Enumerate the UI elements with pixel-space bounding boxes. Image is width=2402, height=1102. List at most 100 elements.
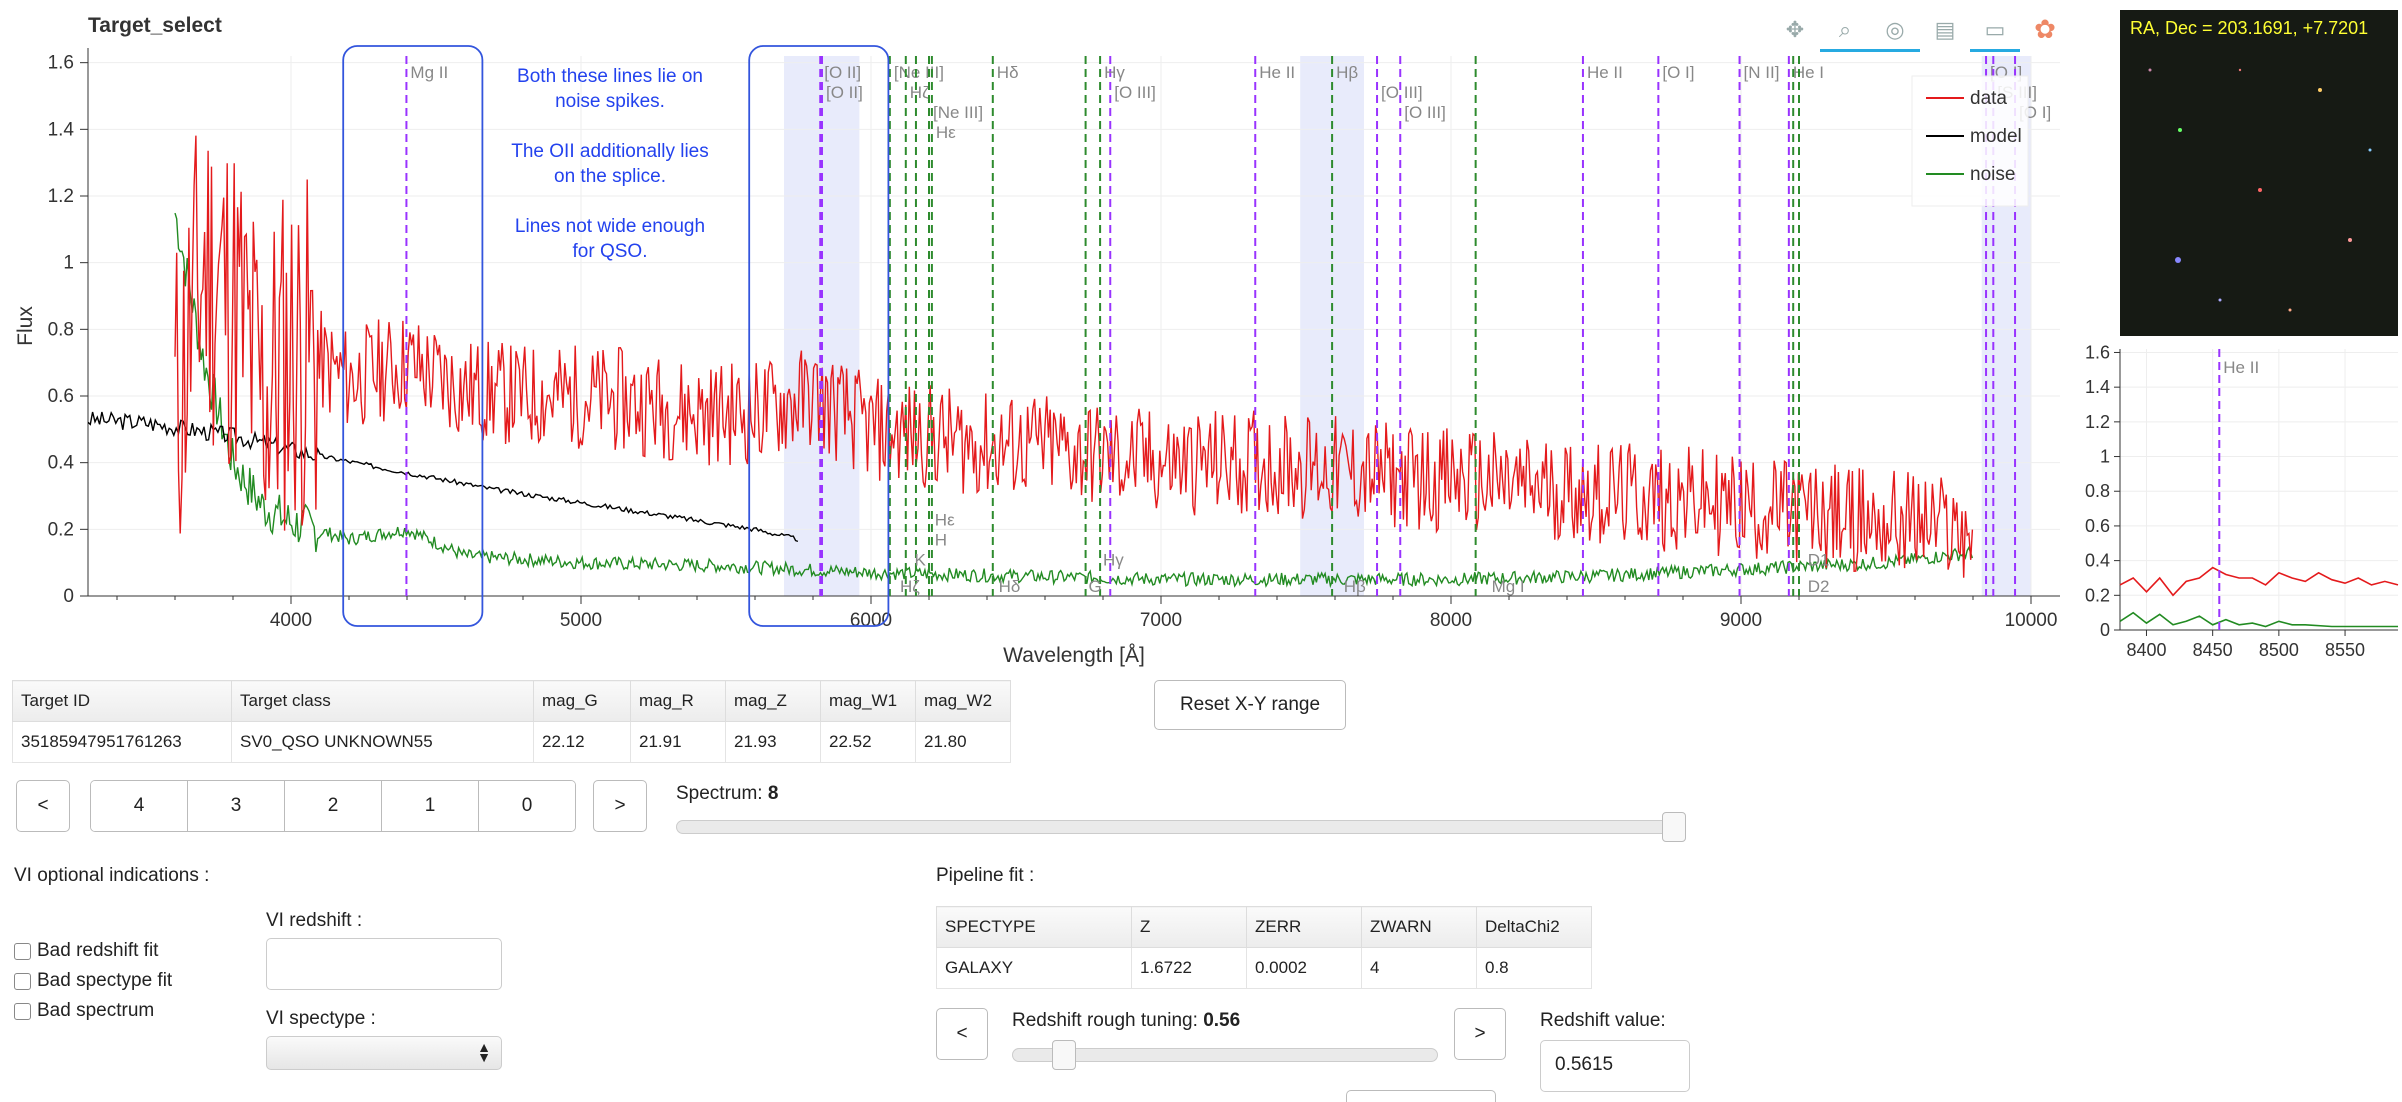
spectrum-page-button[interactable]: 1 — [382, 781, 479, 831]
checkbox-box[interactable] — [14, 972, 31, 990]
spectrum-slider-handle[interactable] — [1662, 812, 1686, 842]
partial-button[interactable] — [1346, 1090, 1496, 1102]
legend-label: noise — [1970, 164, 2015, 185]
bokeh-logo-icon[interactable]: ✿ — [2034, 14, 2056, 44]
emission-line-label: He II — [2223, 358, 2259, 377]
redshift-tuning-value: 0.56 — [1203, 1010, 1241, 1031]
redshift-tuning-slider-handle[interactable] — [1052, 1040, 1077, 1070]
absorption-label: D2 — [1808, 577, 1830, 596]
spectrum-slider-track[interactable] — [676, 820, 1686, 834]
redshift-tuning-next-button[interactable]: > — [1454, 1008, 1506, 1060]
legend-label: model — [1970, 126, 2022, 147]
absorption-label: H — [935, 530, 947, 549]
y-tick-label: 0.6 — [2085, 516, 2110, 536]
vi-redshift-label: VI redshift : — [266, 910, 363, 931]
reset-xy-range-button[interactable]: Reset X-Y range — [1154, 680, 1346, 730]
pan-icon[interactable]: ✥ — [1785, 16, 1805, 42]
y-tick-label: 0.6 — [48, 386, 74, 407]
emission-line-label: [O III] — [1404, 103, 1446, 122]
emission-line-label: He II — [1259, 63, 1295, 82]
table-row: GALAXY 1.6722 0.0002 4 0.8 — [936, 947, 1592, 989]
spectrum-page-button[interactable]: 3 — [188, 781, 285, 831]
zoom-spectrum-svg[interactable]: 8400 8450 8500 8550 0 0.2 0.4 0.6 0.8 1 1.2 1.4 1.6 H… — [2070, 335, 2400, 685]
vi-redshift-input[interactable] — [266, 938, 502, 990]
pipeline-table-header: Z — [1131, 906, 1247, 948]
x-axis-label: Wavelength [Å] — [1003, 644, 1145, 667]
bad-redshift-fit-checkbox[interactable]: Bad redshift fit — [14, 936, 172, 966]
model-series-line — [88, 410, 799, 543]
y-tick-label: 0 — [2100, 620, 2110, 640]
main-spectrum-svg[interactable]: 4000 5000 6000 7000 8000 9000 1000000.20.40.60… — [0, 0, 2080, 680]
wheel-zoom-icon[interactable]: ◎ — [1870, 10, 1920, 52]
table-cell: 0.8 — [1476, 947, 1592, 989]
pipeline-table-header: ZERR — [1246, 906, 1362, 948]
redshift-tuning-slider-track[interactable] — [1012, 1048, 1438, 1062]
absorption-label: Hβ — [1344, 577, 1366, 596]
annotation-text: for QSO. — [573, 241, 648, 262]
zoom-spectrum-plot[interactable]: 8400 8450 8500 8550 0 0.2 0.4 0.6 0.8 1 1.2 1.4 1.6 H… — [2070, 335, 2400, 685]
absorption-label: G — [1089, 577, 1102, 596]
absorption-line-label: Hγ — [1104, 63, 1125, 82]
x-tick-label: 5000 — [560, 610, 602, 631]
redshift-tuning-prev-button[interactable]: < — [936, 1008, 988, 1060]
table-cell: 4 — [1361, 947, 1477, 989]
y-tick-label: 1.2 — [48, 186, 74, 207]
absorption-line-label: Hβ — [1336, 63, 1358, 82]
absorption-label: K — [915, 550, 927, 569]
box-zoom-icon[interactable]: ⌕ — [1820, 10, 1870, 52]
thumbnail-coordinates-label: RA, Dec = 203.1691, +7.7201 — [2130, 18, 2369, 38]
spectrum-next-button[interactable]: > — [593, 780, 647, 832]
checkbox-box[interactable] — [14, 942, 31, 960]
annotation-text: Lines not wide enough — [515, 216, 705, 237]
emission-line-label: [O III] — [1381, 83, 1423, 102]
spectrum-page-group: 4 3 2 1 0 — [90, 780, 576, 832]
target-table-header: mag_R — [630, 680, 726, 722]
vi-spectype-select[interactable]: ▲ ▼ — [266, 1036, 502, 1070]
bad-spectype-fit-checkbox[interactable]: Bad spectype fit — [14, 966, 172, 996]
emission-line-label: Mg II — [410, 63, 448, 82]
noise-series-line — [174, 212, 1974, 589]
hover-icon[interactable]: ▭ — [1970, 10, 2020, 52]
pipeline-fit-table: SPECTYPE Z ZERR ZWARN DeltaChi2 GALAXY 1… — [936, 906, 1592, 989]
absorption-line-label: Hζ — [910, 83, 930, 102]
checkbox-box[interactable] — [14, 1002, 31, 1020]
absorption-line-label: [Ne III] — [933, 103, 983, 122]
absorption-label: Hζ — [900, 577, 920, 596]
redshift-value-input[interactable]: 0.5615 — [1540, 1040, 1690, 1092]
pipeline-table-header-row: SPECTYPE Z ZERR ZWARN DeltaChi2 — [936, 906, 1592, 948]
spectrum-page-button[interactable]: 2 — [285, 781, 382, 831]
absorption-line-label: [Ne III] — [894, 63, 944, 82]
annotation-box — [748, 45, 890, 627]
spectrum-prev-button[interactable]: < — [16, 780, 70, 832]
y-tick-label: 1.6 — [2085, 342, 2110, 362]
chart-legend: data model noise — [1911, 75, 2029, 207]
target-table-header: Target class — [231, 680, 534, 722]
x-tick-label: 4000 — [270, 610, 312, 631]
y-tick-label: 1 — [63, 253, 74, 274]
pipeline-section-title: Pipeline fit : — [936, 865, 1035, 886]
bad-spectrum-checkbox[interactable]: Bad spectrum — [14, 996, 172, 1026]
vi-section-title: VI optional indications : — [14, 865, 210, 886]
app-title: Target_select — [88, 14, 222, 37]
y-tick-label: 0.2 — [48, 519, 74, 540]
target-table-header-row: Target ID Target class mag_G mag_R mag_Z… — [12, 680, 1011, 722]
x-tick-label: 8000 — [1430, 610, 1472, 631]
target-info-table: Target ID Target class mag_G mag_R mag_Z… — [12, 680, 1011, 763]
spectrum-slider-label: Spectrum: 8 — [676, 783, 778, 805]
y-tick-label: 1.2 — [2085, 412, 2110, 432]
annotation-text: Both these lines lie on — [517, 66, 703, 87]
table-cell: 0.0002 — [1246, 947, 1362, 989]
y-tick-label: 0 — [63, 586, 74, 607]
y-tick-label: 0.8 — [2085, 481, 2110, 501]
annotation-text: noise spikes. — [555, 91, 665, 112]
save-icon[interactable]: ▤ — [1934, 16, 1956, 42]
table-cell: 22.52 — [820, 721, 916, 763]
y-tick-label: 1.6 — [48, 53, 74, 74]
redshift-value-label: Redshift value: — [1540, 1010, 1666, 1031]
spectrum-page-button[interactable]: 4 — [91, 781, 188, 831]
annotation-text: on the splice. — [554, 166, 666, 187]
spectrum-page-button[interactable]: 0 — [479, 781, 575, 831]
table-cell: 21.93 — [725, 721, 821, 763]
plot-toolbar: ✥ ⌕ ◎ ▤ ▭ ✿ — [1770, 10, 2070, 52]
main-spectrum-plot[interactable]: 4000 5000 6000 7000 8000 9000 10000 0 0.2 0.4 0.6 0… — [0, 0, 2080, 680]
